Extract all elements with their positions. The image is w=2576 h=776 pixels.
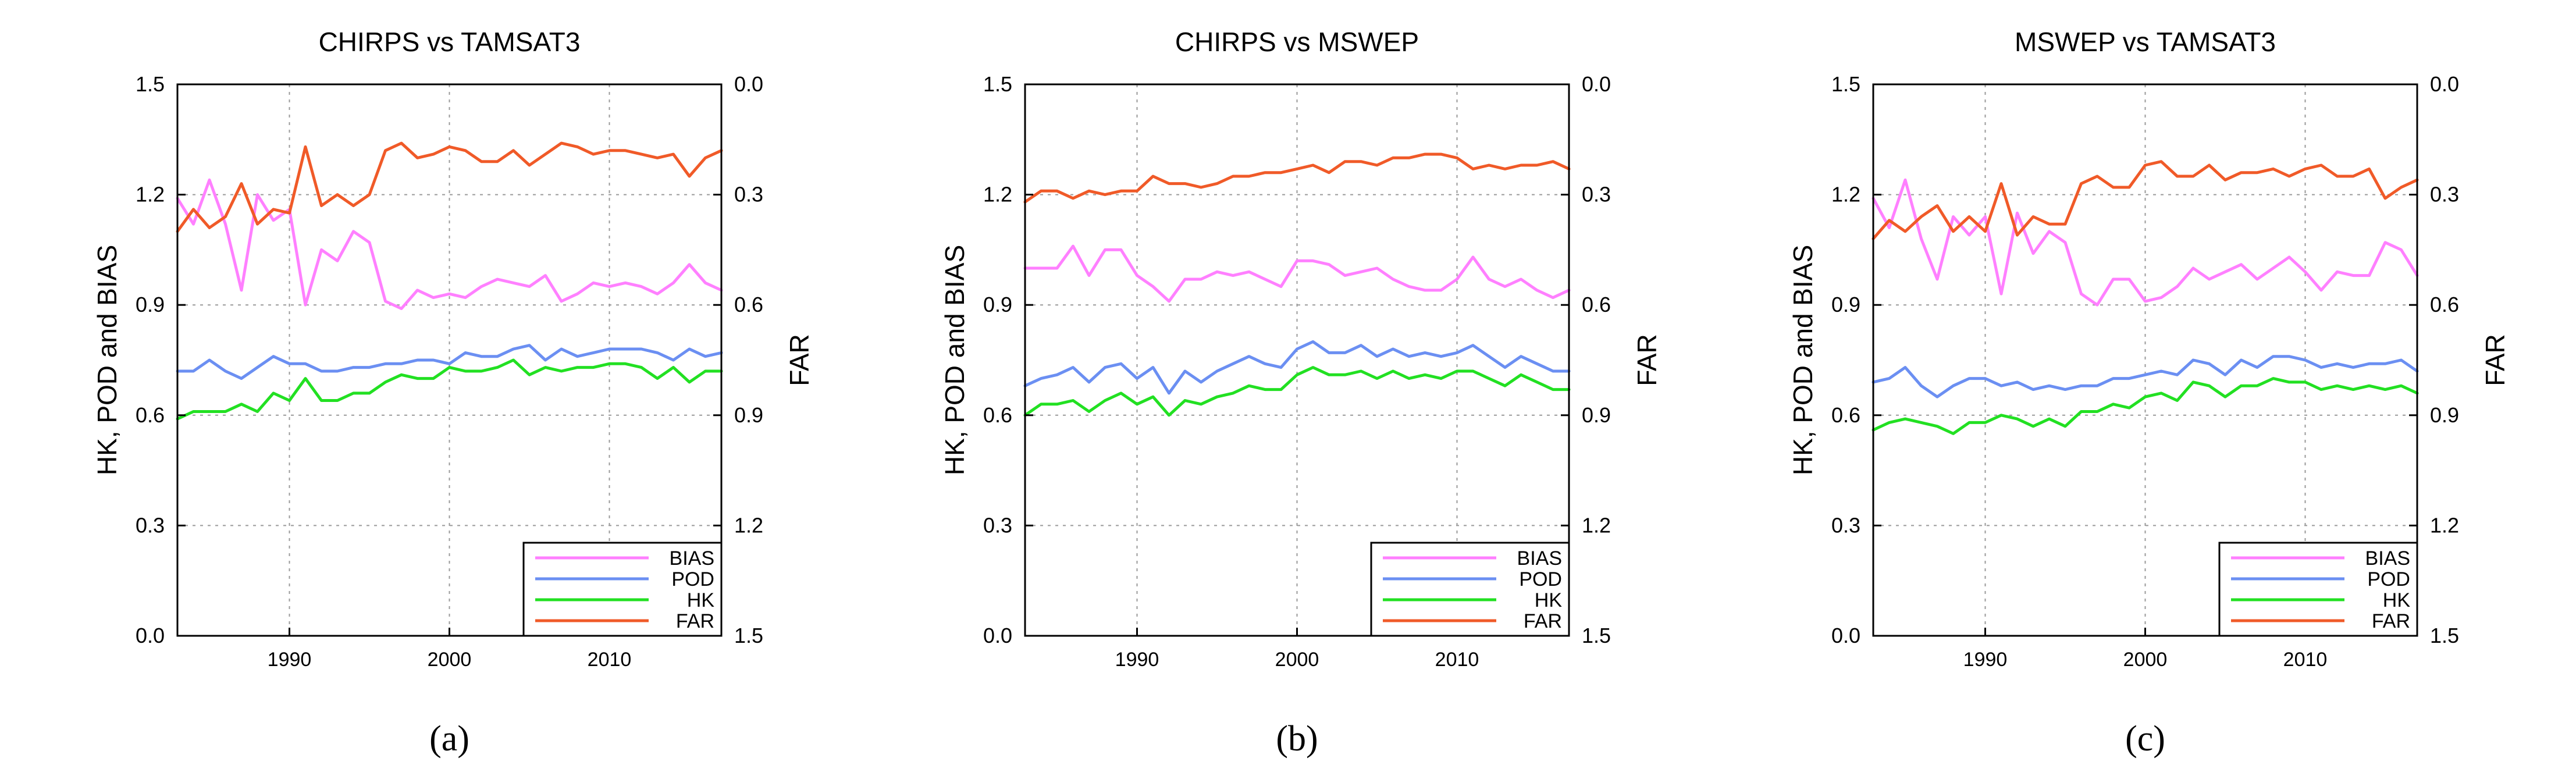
y-left-tick-label: 1.2 [136, 183, 165, 207]
chart-panel-1: 0.0 0.3 0.6 0.9 1.2 1.5 1.5 1.2 0.9 0.6 0.3 0.0 1990… [92, 27, 814, 759]
y-left-tick-label: 1.2 [1831, 183, 1860, 207]
y-left-tick-label: 0.6 [983, 403, 1012, 427]
legend-label-pod: POD [2367, 568, 2410, 590]
series-line-bias [176, 178, 723, 310]
legend-label-bias: BIAS [670, 547, 714, 569]
panel-label: (c) [2125, 719, 2165, 759]
legend-label-bias: BIAS [2365, 547, 2410, 569]
y-right-axis-label: FAR [1632, 334, 1662, 386]
series-line-pod [1023, 340, 1571, 395]
series-line-pod [176, 344, 723, 380]
x-tick-label: 2010 [588, 649, 632, 671]
gridlines [1873, 84, 2417, 636]
y-right-tick-label: 0.0 [2430, 72, 2459, 96]
y-right-tick-label: 1.5 [1582, 624, 1611, 647]
y-right-tick-label: 0.6 [1582, 293, 1611, 316]
legend-label-pod: POD [1519, 568, 1562, 590]
y-right-tick-label: 0.3 [1582, 183, 1611, 207]
x-tick-label: 1990 [1963, 649, 2008, 671]
series-line-far [176, 141, 723, 233]
series-line-pod [1871, 355, 2419, 398]
x-tick-label: 2000 [428, 649, 472, 671]
chart-panel-2: 0.0 0.3 0.6 0.9 1.2 1.5 1.5 1.2 0.9 0.6 0.3 0.0 1990… [940, 27, 1662, 759]
x-tick-label: 2000 [1275, 649, 1319, 671]
chart-panel-3: 0.0 0.3 0.6 0.9 1.2 1.5 1.5 1.2 0.9 0.6 0.3 0.0 1990… [1788, 27, 2510, 759]
series-line-hk [1023, 366, 1571, 417]
y-left-tick-label: 0.0 [136, 624, 165, 647]
y-left-tick-label: 0.9 [1831, 293, 1860, 316]
x-tick-label: 2010 [1435, 649, 1479, 671]
y-left-tick-label: 0.6 [1831, 403, 1860, 427]
y-left-axis-label: HK, POD and BIAS [940, 245, 970, 475]
legend-label-hk: HK [2383, 589, 2411, 611]
y-left-tick-label: 0.9 [136, 293, 165, 316]
x-tick-label: 1990 [268, 649, 312, 671]
y-left-axis-label: HK, POD and BIAS [92, 245, 122, 475]
y-left-tick-label: 0.9 [983, 293, 1012, 316]
x-tick-label: 2000 [2123, 649, 2168, 671]
series-line-far [1871, 160, 2419, 240]
y-right-tick-label: 0.9 [2430, 403, 2459, 427]
series-line-far [1023, 152, 1571, 204]
legend-label-far: FAR [2372, 610, 2410, 632]
legend-label-hk: HK [1535, 589, 1563, 611]
y-right-tick-label: 1.5 [2430, 624, 2459, 647]
y-left-tick-label: 0.0 [1831, 624, 1860, 647]
legend-label-hk: HK [687, 589, 715, 611]
series-line-hk [1871, 377, 2419, 435]
y-left-tick-label: 0.3 [983, 513, 1012, 537]
y-right-tick-label: 0.0 [734, 72, 763, 96]
y-right-tick-label: 0.6 [2430, 293, 2459, 316]
x-tick-label: 2010 [2283, 649, 2328, 671]
y-right-tick-label: 1.2 [734, 513, 763, 537]
chart-title: MSWEP vs TAMSAT3 [2015, 27, 2276, 57]
y-right-tick-label: 0.9 [734, 403, 763, 427]
x-tick-label: 1990 [1115, 649, 1159, 671]
y-left-tick-label: 1.5 [1831, 72, 1860, 96]
y-left-tick-label: 1.5 [983, 72, 1012, 96]
y-left-tick-label: 1.2 [983, 183, 1012, 207]
chart-title: CHIRPS vs MSWEP [1175, 27, 1419, 57]
series-line-hk [176, 358, 723, 421]
series-line-bias [1871, 178, 2419, 307]
y-right-axis-label: FAR [2480, 334, 2510, 386]
y-right-tick-label: 1.2 [1582, 513, 1611, 537]
legend-label-far: FAR [676, 610, 714, 632]
gridlines [1025, 84, 1569, 636]
panel-label: (b) [1276, 719, 1318, 759]
chart-title: CHIRPS vs TAMSAT3 [319, 27, 581, 57]
legend-label-far: FAR [1524, 610, 1562, 632]
y-right-tick-label: 0.9 [1582, 403, 1611, 427]
gridlines [177, 84, 721, 636]
y-left-tick-label: 0.3 [1831, 513, 1860, 537]
y-left-tick-label: 1.5 [136, 72, 165, 96]
y-left-axis-label: HK, POD and BIAS [1788, 245, 1818, 475]
y-left-tick-label: 0.3 [136, 513, 165, 537]
y-right-axis-label: FAR [784, 334, 814, 386]
y-right-tick-label: 1.2 [2430, 513, 2459, 537]
y-right-tick-label: 0.0 [1582, 72, 1611, 96]
legend-label-pod: POD [671, 568, 714, 590]
y-left-tick-label: 0.0 [983, 624, 1012, 647]
y-right-tick-label: 0.6 [734, 293, 763, 316]
y-right-tick-label: 0.3 [734, 183, 763, 207]
y-right-tick-label: 1.5 [734, 624, 763, 647]
panel-label: (a) [429, 719, 469, 759]
y-left-tick-label: 0.6 [136, 403, 165, 427]
legend-label-bias: BIAS [1517, 547, 1562, 569]
series-line-bias [1023, 244, 1571, 303]
y-right-tick-label: 0.3 [2430, 183, 2459, 207]
